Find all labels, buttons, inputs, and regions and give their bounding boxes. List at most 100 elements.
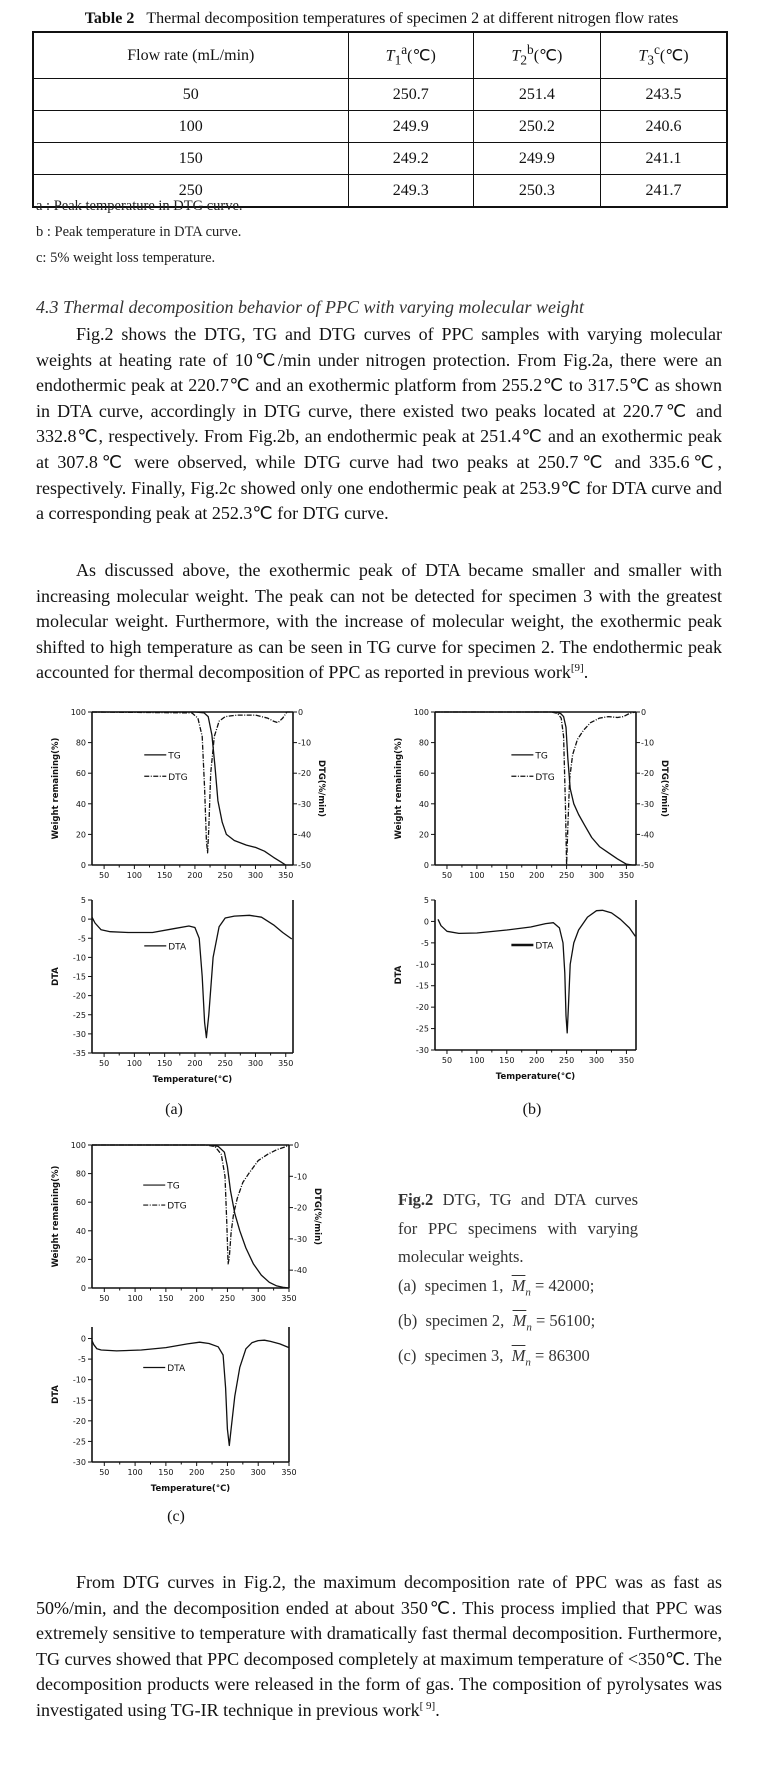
y-tick-label: 80 (76, 1170, 86, 1179)
y2-tick-label: -40 (298, 830, 311, 839)
x-tick-label: 200 (529, 1056, 544, 1065)
y-tick-label: -25 (73, 1011, 86, 1020)
paragraph-1: Fig.2 shows the DTG, TG and DTG curves o… (36, 324, 722, 524)
x-tick-label: 250 (220, 1468, 235, 1477)
x-tick-label: 100 (469, 1056, 484, 1065)
series-dta-curve (437, 909, 636, 1034)
y-tick-label: -5 (78, 934, 86, 943)
y-tick-label: 80 (76, 739, 86, 748)
y-axis-label: Weight remaining(%) (394, 738, 404, 840)
sublabel-a: (a) (165, 1101, 183, 1118)
y2-tick-label: -10 (298, 739, 311, 748)
y-tick-label: -15 (73, 1396, 86, 1405)
y-axis-label: DTA (51, 967, 61, 986)
x-tick-label: 200 (529, 871, 544, 880)
y-tick-label: 60 (76, 769, 86, 778)
x-tick-label: 100 (127, 1059, 142, 1068)
tg-dtg-plot-0: 50 100 150 200 250 300 350 0 20 40 60 80 100 Weight r… (51, 708, 326, 880)
x-tick-label: 250 (218, 1059, 233, 1068)
x-tick-label: 350 (281, 1294, 296, 1303)
sublabel-b: (b) (522, 1101, 542, 1118)
dta-plot-2: 50 100 150 200 250 300 350 0 -5 -10 -15 -20 -25 -30 DT… (51, 1327, 297, 1494)
table-header-row: Flow rate (mL/min) T1a(℃) T2b(℃) T3c(℃) (32, 31, 728, 79)
y-tick-label: -5 (78, 1355, 86, 1364)
y-tick-label: 0 (81, 915, 86, 924)
x-tick-label: 300 (589, 1056, 604, 1065)
cell: 249.2 (347, 142, 474, 175)
y-tick-label: 0 (81, 861, 86, 870)
cell: 241.1 (599, 142, 728, 175)
x-tick-label: 350 (619, 1056, 634, 1065)
y-tick-label: 20 (76, 1255, 86, 1264)
cell: 100 (32, 110, 349, 143)
x-tick-label: 100 (127, 1294, 142, 1303)
y-tick-label: 20 (76, 830, 86, 839)
y2-axis-label: DTG(%/min) (312, 1188, 322, 1245)
x-tick-label: 200 (189, 1294, 204, 1303)
x-tick-label: 350 (278, 1059, 293, 1068)
x-tick-label: 250 (218, 871, 233, 880)
y2-tick-label: -50 (641, 861, 654, 870)
x-tick-label: 150 (158, 1468, 173, 1477)
y2-tick-label: -20 (298, 769, 311, 778)
x-tick-label: 300 (248, 1059, 263, 1068)
table-note-c: c: 5% weight loss temperature. (36, 250, 216, 266)
citation: [9] (570, 662, 584, 675)
series-tg-curve (435, 711, 636, 866)
paragraph-3: From DTG curves in Fig.2, the maximum de… (36, 1572, 722, 1720)
header-t1: T1a(℃) (347, 31, 474, 79)
figure-caption: Fig.2 DTG, TG and DTA curves for PPC spe… (398, 1186, 638, 1376)
cell: 249.9 (347, 110, 474, 143)
y-tick-label: 40 (76, 1227, 86, 1236)
table-row: 150 249.2 249.9 241.1 (32, 142, 728, 175)
y-tick-label: 0 (81, 1335, 86, 1344)
y-tick-label: 0 (81, 1284, 86, 1293)
x-tick-label: 100 (469, 871, 484, 880)
x-tick-label: 100 (127, 1468, 142, 1477)
series-dta-curve (91, 914, 293, 1039)
y2-tick-label: 0 (294, 1141, 299, 1150)
y-tick-label: 40 (76, 800, 86, 809)
y2-axis-label: DTG(%/min) (316, 760, 326, 817)
series-tg-curve (92, 711, 287, 866)
y-tick-label: -20 (73, 1417, 86, 1426)
y-tick-label: 60 (76, 1198, 86, 1207)
table-title: Thermal decomposition temperatures of sp… (146, 10, 679, 27)
x-tick-label: 300 (251, 1468, 266, 1477)
legend-label-dtg: DTG (167, 1202, 186, 1212)
x-tick-label: 300 (248, 871, 263, 880)
table-note-a: a : Peak temperature in DTG curve. (36, 198, 243, 214)
y-tick-label: -30 (73, 1458, 86, 1467)
tg-dtg-plot-1: 50 100 150 200 250 300 350 0 20 40 60 80 100 Weight r… (394, 708, 669, 880)
y-axis-label: DTA (51, 1385, 61, 1404)
x-tick-label: 350 (278, 871, 293, 880)
legend-label-dta: DTA (167, 1364, 186, 1374)
y-tick-label: 100 (71, 708, 86, 717)
legend-label-dta: DTA (168, 942, 187, 952)
series-tg-curve (92, 1144, 290, 1289)
x-tick-label: 50 (99, 1059, 109, 1068)
y-tick-label: -30 (73, 1030, 86, 1039)
x-tick-label: 350 (619, 871, 634, 880)
header-t3: T3c(℃) (599, 31, 728, 79)
tg-dtg-plot-2: 50 100 150 200 250 300 350 0 20 40 60 80 100 Weight r… (51, 1141, 322, 1303)
table-caption: Table 2 Thermal decomposition temperature… (0, 10, 763, 28)
x-tick-label: 50 (99, 1294, 109, 1303)
x-tick-label: 50 (99, 1468, 109, 1477)
y-tick-label: 20 (419, 830, 429, 839)
table-note-b: b : Peak temperature in DTA curve. (36, 224, 242, 240)
cell: 251.4 (472, 78, 601, 111)
y-tick-label: 5 (424, 896, 429, 905)
y-tick-label: -10 (73, 953, 86, 962)
y2-tick-label: -50 (298, 861, 311, 870)
y2-tick-label: -40 (641, 830, 654, 839)
x-tick-label: 300 (589, 871, 604, 880)
y-tick-label: -15 (416, 982, 429, 991)
x-tick-label: 150 (157, 871, 172, 880)
y2-tick-label: -20 (294, 1204, 307, 1213)
y2-tick-label: -20 (641, 769, 654, 778)
y-tick-label: -10 (73, 1376, 86, 1385)
x-tick-label: 250 (559, 1056, 574, 1065)
y-axis-label: DTA (394, 965, 404, 984)
x-tick-label: 150 (157, 1059, 172, 1068)
